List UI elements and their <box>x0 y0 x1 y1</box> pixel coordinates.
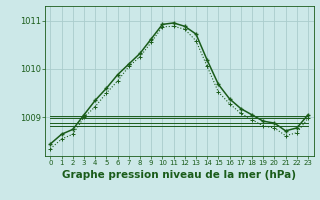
X-axis label: Graphe pression niveau de la mer (hPa): Graphe pression niveau de la mer (hPa) <box>62 170 296 180</box>
